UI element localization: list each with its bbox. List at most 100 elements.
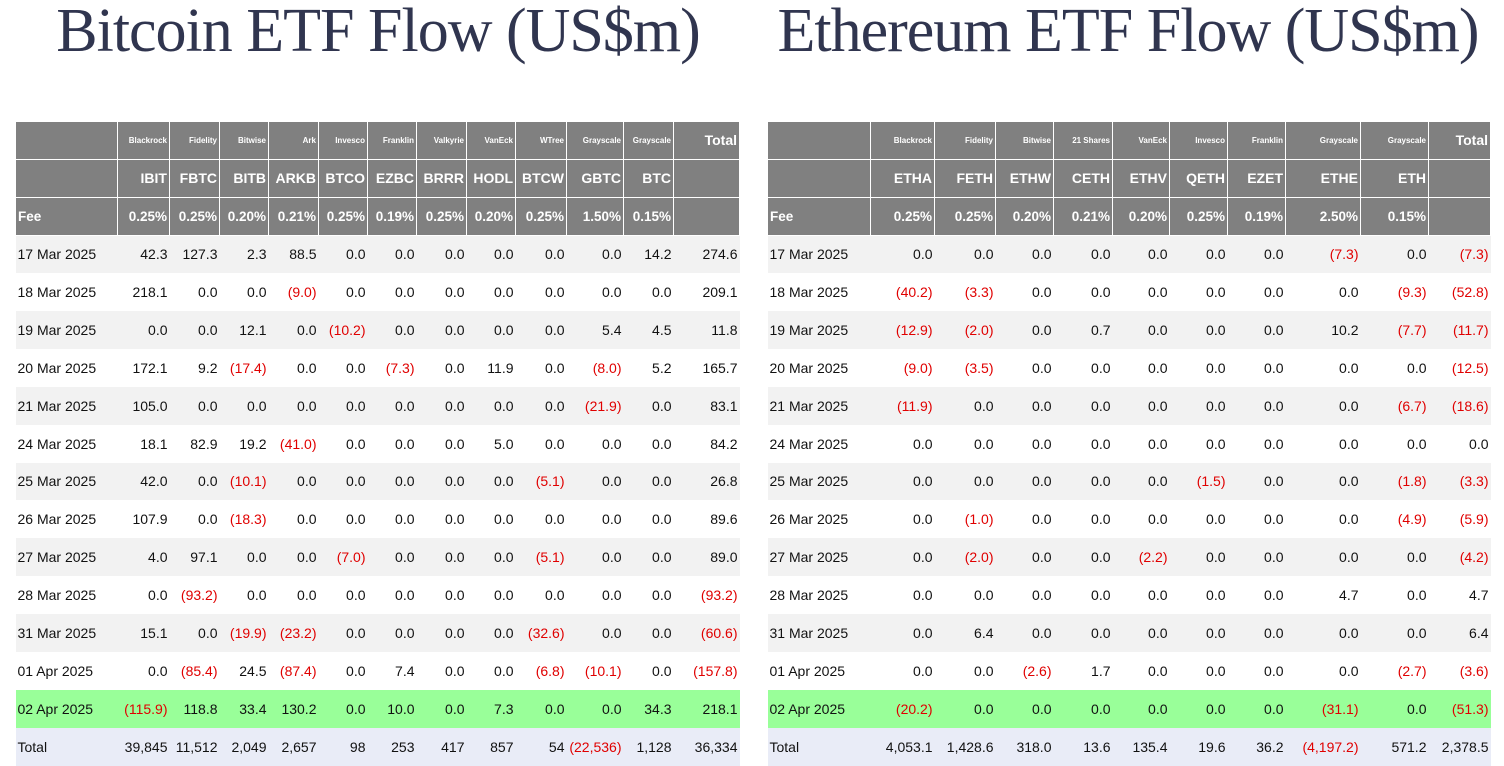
date: 01 Apr 2025 bbox=[15, 651, 118, 690]
date: 17 Mar 2025 bbox=[15, 235, 118, 274]
flow-value: 0.0 bbox=[466, 614, 516, 652]
flow-value: 7.4 bbox=[367, 651, 417, 690]
date: 28 Mar 2025 bbox=[15, 576, 118, 615]
flow-value: (8.0) bbox=[566, 348, 624, 387]
flow-value: 0.0 bbox=[995, 424, 1054, 463]
ticker: BTCW bbox=[515, 158, 567, 198]
date: 21 Mar 2025 bbox=[767, 386, 871, 425]
flow-value: 0.0 bbox=[416, 651, 467, 690]
row-total: 84.2 bbox=[673, 424, 740, 463]
flow-value: 0.0 bbox=[318, 614, 368, 652]
flow-value: 0.0 bbox=[1227, 386, 1286, 425]
fee-label: Fee bbox=[15, 196, 118, 236]
issuer-name: Bitwise bbox=[995, 121, 1054, 160]
flow-value: 0.0 bbox=[870, 576, 935, 615]
ticker: BTC bbox=[623, 158, 674, 198]
flow-value: (12.9) bbox=[870, 310, 935, 349]
flow-value: 0.0 bbox=[1112, 348, 1170, 387]
flow-value: 0.0 bbox=[1053, 348, 1113, 387]
flow-value: (7.3) bbox=[367, 348, 417, 387]
date: 28 Mar 2025 bbox=[767, 576, 871, 615]
flow-value: (4.9) bbox=[1360, 500, 1429, 539]
fee: 0.20% bbox=[995, 196, 1054, 236]
flow-value: 0.0 bbox=[1112, 500, 1170, 539]
row-total: (51.3) bbox=[1428, 689, 1491, 728]
flow-value: 1.7 bbox=[1053, 651, 1113, 690]
row-total: 218.1 bbox=[673, 689, 740, 728]
flow-value: 0.0 bbox=[1285, 651, 1361, 690]
row-total: 4.7 bbox=[1428, 576, 1491, 615]
flow-value: 0.0 bbox=[169, 462, 220, 501]
total-value: 2,378.5 bbox=[1428, 727, 1491, 766]
flow-value: (2.6) bbox=[995, 651, 1054, 690]
fee: 0.21% bbox=[1053, 196, 1113, 236]
flow-value: 0.0 bbox=[934, 576, 996, 615]
flow-value: 88.5 bbox=[268, 235, 319, 274]
flow-value: 0.0 bbox=[995, 310, 1054, 349]
flow-value: (10.1) bbox=[219, 462, 269, 501]
flow-value: 0.0 bbox=[1169, 651, 1228, 690]
flow-value: 0.0 bbox=[1360, 614, 1429, 652]
data-row: 21 Mar 2025 (11.9) 0.0 0.0 0.0 0.0 0.0 0.0 0.0 (6… bbox=[767, 386, 1491, 425]
total-label: Total bbox=[767, 727, 871, 766]
fee-label: Fee bbox=[767, 196, 871, 236]
fee: 0.21% bbox=[268, 196, 319, 236]
flow-value: (19.9) bbox=[219, 614, 269, 652]
flow-value: 10.0 bbox=[367, 689, 417, 728]
flow-value: (9.0) bbox=[268, 273, 319, 311]
issuer-name: Grayscale bbox=[566, 121, 624, 160]
flow-value: 0.0 bbox=[1360, 235, 1429, 274]
fee: 0.20% bbox=[1112, 196, 1170, 236]
date: 31 Mar 2025 bbox=[767, 614, 871, 652]
flow-value: 0.0 bbox=[1227, 689, 1286, 728]
flow-value: 15.1 bbox=[117, 614, 170, 652]
flow-value: 0.0 bbox=[1227, 235, 1286, 274]
flow-value: 0.0 bbox=[1227, 651, 1286, 690]
total-header: Total bbox=[673, 121, 740, 160]
fee: 0.15% bbox=[1360, 196, 1429, 236]
flow-value: 0.0 bbox=[169, 310, 220, 349]
flow-value: 0.0 bbox=[870, 538, 935, 577]
data-row: 21 Mar 2025 105.0 0.0 0.0 0.0 0.0 0.0 0.0 0.0 0.0… bbox=[15, 386, 740, 425]
total-value: 4,053.1 bbox=[870, 727, 935, 766]
flow-value: 0.0 bbox=[934, 424, 996, 463]
flow-value: 0.0 bbox=[117, 576, 170, 615]
flow-value: 0.0 bbox=[1112, 614, 1170, 652]
flow-value: 0.0 bbox=[934, 462, 996, 501]
flow-value: 0.0 bbox=[1053, 689, 1113, 728]
flow-value: 42.0 bbox=[117, 462, 170, 501]
ethereum-title: Ethereum ETF Flow (US$m) bbox=[777, 0, 1480, 65]
flow-value: 0.0 bbox=[1112, 273, 1170, 311]
fee: 0.20% bbox=[466, 196, 516, 236]
ticker: BTCO bbox=[318, 158, 368, 198]
flow-value: 0.0 bbox=[466, 462, 516, 501]
data-row: 18 Mar 2025 218.1 0.0 0.0 (9.0) 0.0 0.0 0.0 0.0 0… bbox=[15, 273, 740, 311]
fee: 0.19% bbox=[1227, 196, 1286, 236]
flow-value: 0.0 bbox=[934, 386, 996, 425]
flow-value: 0.0 bbox=[1360, 424, 1429, 463]
flow-value: (85.4) bbox=[169, 651, 220, 690]
header-cell bbox=[673, 196, 740, 236]
flow-value: 5.0 bbox=[466, 424, 516, 463]
row-total: (18.6) bbox=[1428, 386, 1491, 425]
flow-value: 0.0 bbox=[1053, 500, 1113, 539]
flow-value: 0.0 bbox=[566, 614, 624, 652]
row-total: 89.6 bbox=[673, 500, 740, 539]
flow-value: 107.9 bbox=[117, 500, 170, 539]
row-total: 0.0 bbox=[1428, 424, 1491, 463]
flow-value: 218.1 bbox=[117, 273, 170, 311]
date: 25 Mar 2025 bbox=[15, 462, 118, 501]
flow-value: 0.0 bbox=[1053, 576, 1113, 615]
flow-value: 0.0 bbox=[169, 500, 220, 539]
flow-value: 0.0 bbox=[623, 424, 674, 463]
data-row: 19 Mar 2025 0.0 0.0 12.1 0.0 (10.2) 0.0 0.0 0.0 0… bbox=[15, 310, 740, 349]
flow-value: (10.1) bbox=[566, 651, 624, 690]
ticker: BITB bbox=[219, 158, 269, 198]
flow-value: 0.0 bbox=[995, 689, 1054, 728]
fee: 2.50% bbox=[1285, 196, 1361, 236]
data-row: 24 Mar 2025 18.1 82.9 19.2 (41.0) 0.0 0.0 0.0 5.… bbox=[15, 424, 740, 463]
total-label: Total bbox=[15, 727, 118, 766]
fee: 0.19% bbox=[367, 196, 417, 236]
flow-value: (11.9) bbox=[870, 386, 935, 425]
